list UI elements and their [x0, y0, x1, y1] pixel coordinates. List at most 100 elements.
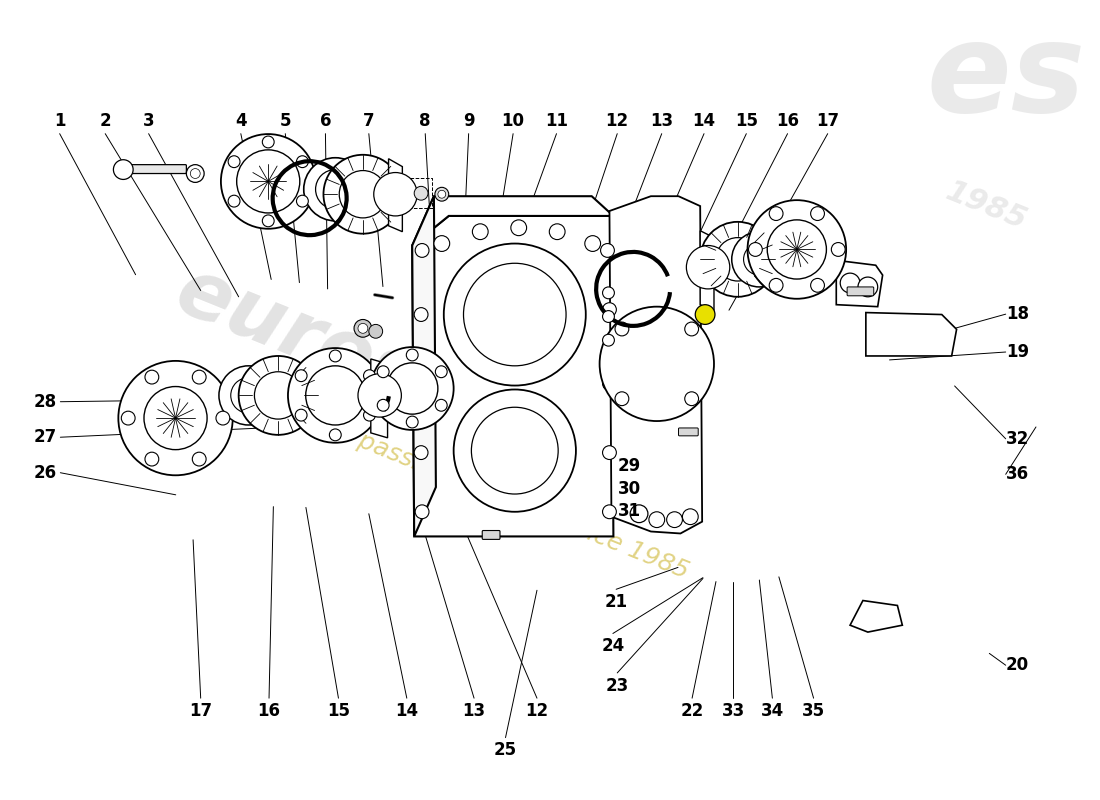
- Text: 25: 25: [494, 742, 517, 759]
- Circle shape: [433, 236, 450, 251]
- Circle shape: [603, 446, 616, 459]
- Text: 13: 13: [650, 112, 673, 130]
- Text: 8: 8: [419, 112, 431, 130]
- Circle shape: [415, 505, 429, 518]
- Text: 24: 24: [602, 638, 625, 655]
- Text: 36: 36: [1006, 466, 1030, 483]
- Circle shape: [603, 310, 615, 322]
- Polygon shape: [836, 260, 882, 306]
- Circle shape: [228, 156, 240, 168]
- Circle shape: [228, 195, 240, 207]
- Circle shape: [649, 512, 664, 527]
- Circle shape: [811, 206, 824, 221]
- Text: 20: 20: [1006, 656, 1030, 674]
- Circle shape: [306, 366, 365, 425]
- Circle shape: [603, 505, 616, 518]
- Circle shape: [323, 154, 403, 234]
- Circle shape: [682, 509, 698, 525]
- Text: 9: 9: [463, 112, 474, 130]
- Text: 3: 3: [143, 112, 154, 130]
- Circle shape: [840, 273, 860, 293]
- Text: 18: 18: [1006, 305, 1028, 323]
- Text: 16: 16: [257, 702, 280, 720]
- Circle shape: [192, 370, 206, 384]
- Circle shape: [701, 222, 776, 297]
- Circle shape: [297, 156, 308, 168]
- Circle shape: [358, 323, 367, 334]
- Text: 19: 19: [1006, 343, 1030, 361]
- Circle shape: [295, 410, 307, 421]
- Text: 33: 33: [722, 702, 745, 720]
- Circle shape: [231, 378, 266, 413]
- Circle shape: [262, 136, 274, 148]
- Text: 29: 29: [617, 458, 641, 475]
- Circle shape: [832, 242, 845, 256]
- Circle shape: [239, 356, 318, 435]
- Text: a passion for parts since 1985: a passion for parts since 1985: [333, 420, 692, 584]
- Text: 17: 17: [189, 702, 212, 720]
- Circle shape: [329, 429, 341, 441]
- Circle shape: [221, 134, 316, 229]
- Circle shape: [685, 322, 698, 336]
- Text: 14: 14: [693, 112, 716, 130]
- Circle shape: [716, 238, 759, 281]
- Circle shape: [549, 224, 565, 239]
- Circle shape: [145, 452, 158, 466]
- Circle shape: [600, 306, 714, 421]
- Text: 13: 13: [462, 702, 485, 720]
- Circle shape: [630, 505, 648, 522]
- Circle shape: [603, 287, 615, 298]
- Circle shape: [415, 308, 428, 322]
- Circle shape: [603, 334, 615, 346]
- Circle shape: [603, 302, 616, 317]
- Polygon shape: [850, 601, 902, 632]
- Circle shape: [510, 220, 527, 236]
- Circle shape: [438, 190, 446, 198]
- Polygon shape: [412, 196, 436, 537]
- Circle shape: [406, 349, 418, 361]
- Text: 12: 12: [606, 112, 629, 130]
- Text: 26: 26: [34, 464, 57, 482]
- Circle shape: [415, 446, 428, 459]
- Circle shape: [748, 200, 846, 298]
- Text: 14: 14: [395, 702, 418, 720]
- Circle shape: [858, 277, 878, 297]
- Circle shape: [732, 232, 786, 287]
- Circle shape: [685, 392, 698, 406]
- Text: eurospares: eurospares: [164, 252, 664, 515]
- Circle shape: [363, 410, 375, 421]
- Circle shape: [216, 411, 230, 425]
- Circle shape: [236, 150, 300, 213]
- Circle shape: [262, 215, 274, 226]
- Circle shape: [443, 243, 586, 386]
- Circle shape: [377, 399, 389, 411]
- Text: 17: 17: [816, 112, 839, 130]
- Circle shape: [354, 319, 372, 338]
- Circle shape: [436, 399, 448, 411]
- Circle shape: [615, 322, 629, 336]
- Circle shape: [295, 370, 307, 382]
- Circle shape: [339, 170, 386, 218]
- Circle shape: [667, 512, 682, 527]
- Text: es: es: [926, 18, 1086, 138]
- Circle shape: [119, 361, 233, 475]
- Circle shape: [186, 165, 205, 182]
- Text: 22: 22: [681, 702, 704, 720]
- Circle shape: [695, 305, 715, 325]
- Circle shape: [219, 366, 278, 425]
- Polygon shape: [701, 230, 714, 310]
- Circle shape: [585, 236, 601, 251]
- Text: 10: 10: [502, 112, 525, 130]
- Circle shape: [316, 170, 355, 209]
- Circle shape: [358, 374, 402, 417]
- Circle shape: [472, 224, 488, 239]
- Text: 31: 31: [617, 502, 640, 520]
- Circle shape: [144, 386, 207, 450]
- Text: 30: 30: [617, 479, 640, 498]
- Circle shape: [374, 173, 417, 216]
- Circle shape: [304, 158, 367, 221]
- Text: 5: 5: [279, 112, 292, 130]
- Circle shape: [463, 263, 566, 366]
- FancyBboxPatch shape: [847, 287, 873, 296]
- Circle shape: [145, 370, 158, 384]
